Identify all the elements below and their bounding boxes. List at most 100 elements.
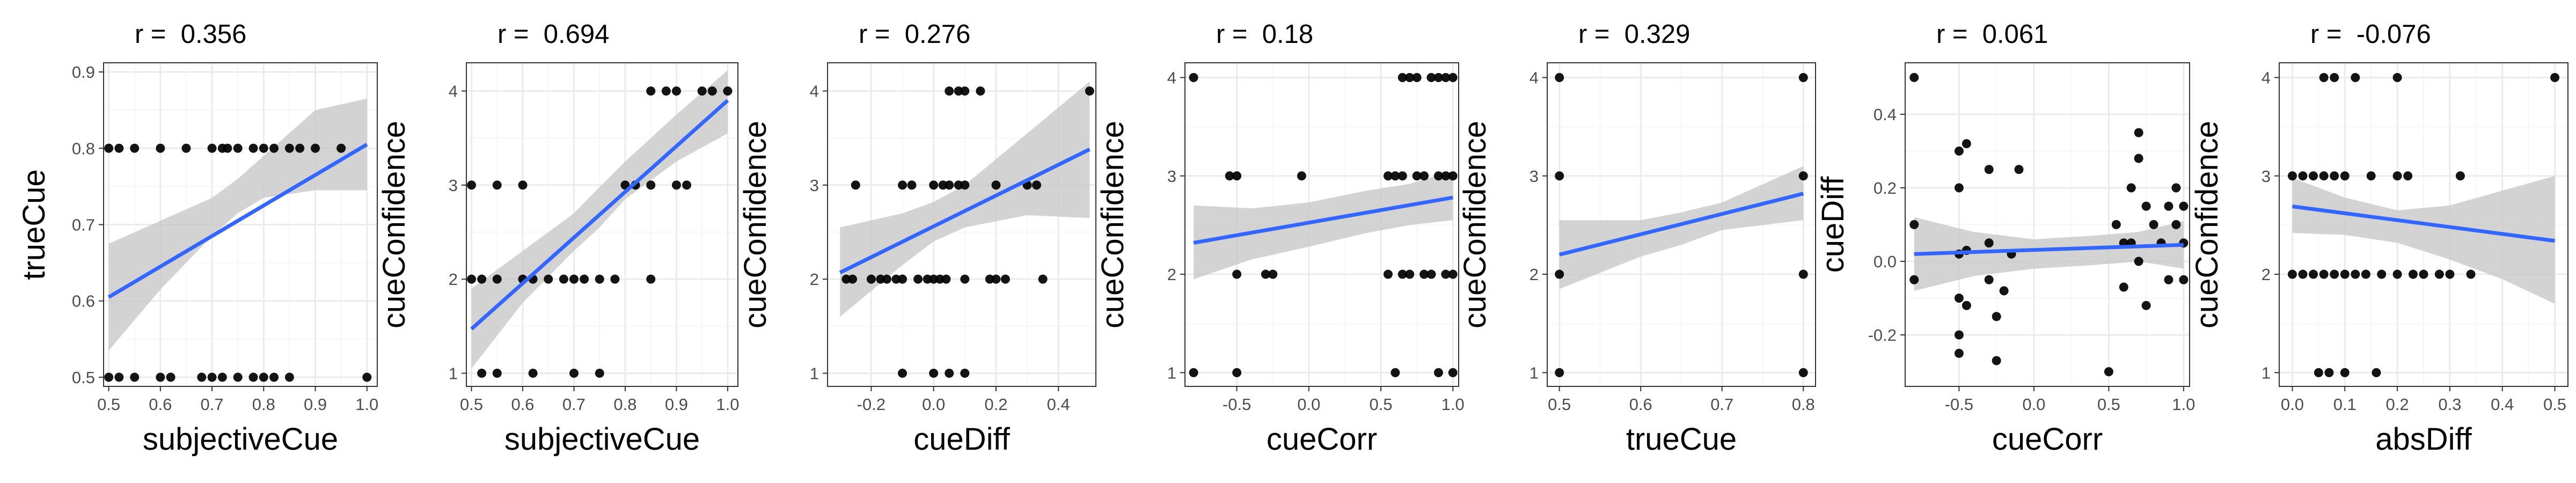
data-point [2014, 165, 2024, 174]
data-point [938, 180, 948, 190]
data-point [2164, 275, 2174, 284]
x-axis-title: cueDiff [913, 422, 1010, 457]
data-point [682, 180, 692, 190]
panel-title: r = 0.18 [1216, 20, 1313, 49]
data-point [646, 180, 656, 190]
data-point [477, 274, 487, 284]
data-point [336, 143, 346, 153]
data-point [2319, 171, 2329, 181]
data-point [130, 372, 140, 382]
data-point [1954, 348, 1964, 358]
x-tick-label: 0.0 [2022, 395, 2045, 414]
data-point [2330, 269, 2339, 279]
data-point [2319, 72, 2329, 82]
data-point [1268, 269, 1278, 279]
data-point [2164, 201, 2174, 211]
y-axis-title: trueCue [17, 169, 52, 280]
confidence-band [1194, 171, 1453, 280]
data-point [1441, 269, 1451, 279]
y-tick-label: 1 [2262, 363, 2271, 382]
x-tick-label: 0.8 [613, 395, 636, 414]
data-point [1412, 72, 1422, 82]
data-point [1433, 171, 1443, 181]
x-tick-label: 0.2 [984, 395, 1007, 414]
x-tick-label: -0.2 [857, 395, 885, 414]
x-tick-label: 0.0 [2281, 395, 2304, 414]
data-point [707, 86, 717, 96]
data-point [1225, 171, 1234, 181]
data-point [1297, 171, 1306, 181]
data-point [985, 274, 994, 284]
x-tick-label: 0.6 [149, 395, 172, 414]
data-point [841, 274, 851, 284]
y-tick-label: 1 [810, 364, 819, 383]
data-point [2104, 367, 2113, 377]
data-point [1954, 294, 1964, 303]
y-axis-title: cueConfidence [738, 121, 773, 328]
chart-panel-6: -0.5 0.0 0.5 1.0 -0.2 0.0 0.2 0.4 cueCorr cueDiff… [1816, 20, 2195, 457]
x-tick-label: 0.5 [97, 395, 120, 414]
x-tick-label: 0.0 [922, 395, 945, 414]
data-point [248, 143, 258, 153]
data-point [197, 372, 207, 382]
x-tick-label: -0.5 [1223, 395, 1251, 414]
data-point [929, 274, 939, 284]
y-tick-label: 2 [810, 270, 819, 289]
data-point [1984, 238, 1994, 248]
data-point [1992, 312, 2001, 321]
data-point [960, 368, 970, 378]
data-point [991, 180, 1001, 190]
data-point [114, 372, 124, 382]
confidence-band [1559, 166, 1804, 289]
x-tick-label: 0.8 [252, 395, 275, 414]
data-point [1433, 368, 1443, 377]
data-point [1984, 165, 1994, 174]
x-axis-title: cueCorr [1992, 422, 2103, 457]
x-tick-label: 0.4 [2491, 395, 2514, 414]
y-tick-label: -0.2 [1868, 326, 1897, 345]
data-point [1954, 146, 1964, 156]
data-point [595, 368, 604, 378]
x-axis-title: subjectiveCue [504, 422, 700, 457]
data-point [528, 368, 538, 378]
x-tick-label: 0.8 [1792, 395, 1815, 414]
panel-border [1547, 62, 1816, 387]
data-point [492, 180, 502, 190]
chart-panel-7: 0.0 0.1 0.2 0.3 0.4 0.5 1 2 3 4 absDiff cueConfiden… [2190, 20, 2568, 457]
data-point [929, 180, 939, 190]
data-point [1992, 356, 2001, 365]
confidence-band [471, 70, 728, 369]
y-axis-title: cueConfidence [377, 121, 412, 328]
data-point [1954, 183, 1964, 193]
data-point [2361, 269, 2370, 279]
data-point [2372, 368, 2381, 377]
data-point [2179, 275, 2189, 284]
chart-panel-1: 0.5 0.6 0.7 0.8 0.9 1.0 0.5 0.6 0.7 0.8 0.9 subject… [17, 20, 378, 457]
x-axis-title: absDiff [2375, 422, 2472, 457]
data-point [1798, 171, 1808, 181]
data-point [1984, 275, 1994, 284]
data-point [156, 143, 165, 153]
data-point [114, 143, 124, 153]
data-point [2149, 220, 2158, 229]
data-point [671, 180, 681, 190]
data-point [866, 274, 876, 284]
data-point [954, 180, 963, 190]
data-point [269, 372, 279, 382]
data-point [284, 372, 294, 382]
chart-panel-3: -0.2 0.0 0.2 0.4 1 2 3 4 cueDiff cueConfidence r =… [738, 20, 1096, 457]
data-point [2340, 269, 2350, 279]
data-point [898, 180, 908, 190]
panel-border [1184, 62, 1459, 387]
data-point [1798, 269, 1808, 279]
confidence-band [2292, 175, 2555, 304]
data-point [569, 368, 579, 378]
x-tick-label: 0.7 [1710, 395, 1733, 414]
x-axis-title: subjectiveCue [143, 422, 338, 457]
data-point [851, 180, 860, 190]
data-point [233, 143, 243, 153]
chart-panel-4: -0.5 0.0 0.5 1.0 1 2 3 4 cueCorr cueConfidence r =… [1095, 20, 1465, 457]
data-point [477, 368, 487, 378]
data-point [2403, 171, 2413, 181]
